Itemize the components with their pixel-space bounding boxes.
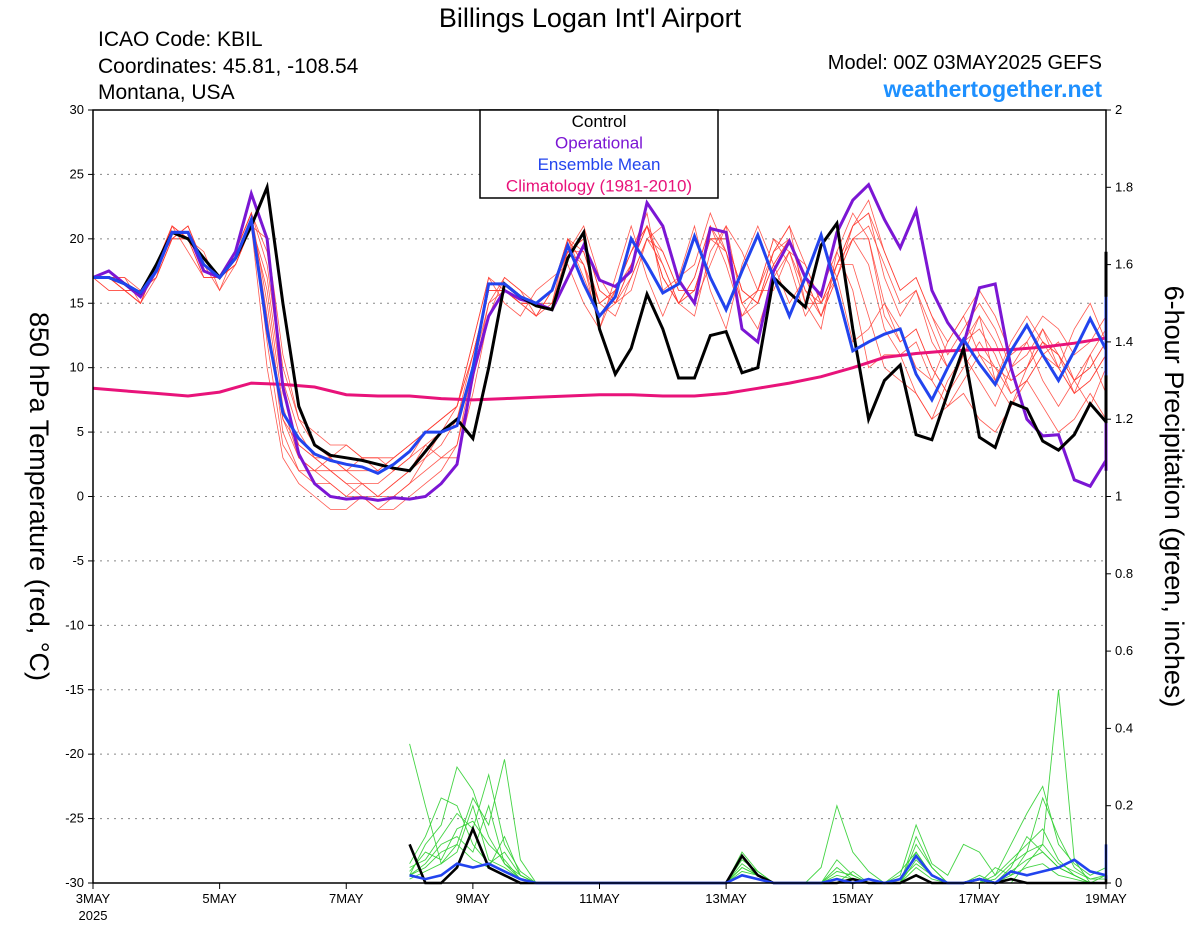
xtick-label-2: 7MAY xyxy=(329,891,364,906)
precip-member-lines xyxy=(409,110,1106,883)
icao-label: ICAO Code: KBIL xyxy=(98,28,263,51)
legend-mean: Ensemble Mean xyxy=(538,155,661,174)
precip-member-m3 xyxy=(409,110,1106,883)
control-line xyxy=(93,181,1108,473)
xtick-label-8: 19MAY xyxy=(1085,891,1127,906)
ytick-left-label--10: -10 xyxy=(65,617,84,632)
temp-member-m9 xyxy=(93,211,1106,485)
ytick-right-label-10: 2 xyxy=(1115,102,1122,117)
ytick-left-label-25: 25 xyxy=(70,166,84,181)
temp-member-m10 xyxy=(93,224,1106,472)
ytick-left-label-0: 0 xyxy=(77,489,84,504)
ytick-right-label-3: 0.6 xyxy=(1115,643,1133,658)
ytick-right-label-0: 0 xyxy=(1115,875,1122,890)
xtick-label-4: 11MAY xyxy=(579,891,620,906)
ytick-right-label-9: 1.8 xyxy=(1115,179,1133,194)
precip-member-m1 xyxy=(409,566,1106,883)
xtick-label-3: 9MAY xyxy=(456,891,491,906)
xtick-label-5: 13MAY xyxy=(705,891,747,906)
ytick-left-label--5: -5 xyxy=(72,553,84,568)
precip-member-m8 xyxy=(409,804,1106,883)
grid xyxy=(93,173,1106,820)
ytick-right-label-6: 1.2 xyxy=(1115,411,1133,426)
ytick-left-label-15: 15 xyxy=(70,295,84,310)
site-label: weathertogether.net xyxy=(883,76,1102,102)
legend-climatology: Climatology (1981-2010) xyxy=(506,177,692,196)
model-label: Model: 00Z 03MAY2025 GEFS xyxy=(827,52,1102,74)
ytick-left-label-20: 20 xyxy=(70,231,84,246)
precip-member-m6 xyxy=(409,820,1106,883)
xtick-label-1: 5MAY xyxy=(202,891,237,906)
xtick-label-7: 17MAY xyxy=(959,891,1001,906)
ytick-left-label-10: 10 xyxy=(70,360,84,375)
legend: Control Operational Ensemble Mean Climatolo… xyxy=(479,109,719,199)
y-right-axis-title: 6-hour Precipitation (green, inches) xyxy=(1159,286,1189,708)
precip-member-m2 xyxy=(409,728,1106,883)
y-left-axis-title: 850 hPa Temperature (red, °C) xyxy=(24,312,54,681)
ytick-left-label--15: -15 xyxy=(65,682,84,697)
ytick-left-label-5: 5 xyxy=(77,424,84,439)
ytick-right-label-1: 0.2 xyxy=(1115,798,1133,813)
temp-member-m4 xyxy=(93,199,1106,497)
climatology-line xyxy=(92,336,1108,402)
ytick-left-label--25: -25 xyxy=(65,811,84,826)
ytick-right-label-7: 1.4 xyxy=(1115,334,1133,349)
xtick-label-6: 15MAY xyxy=(832,891,874,906)
temp-member-m3 xyxy=(93,211,1106,472)
ytick-right-label-8: 1.6 xyxy=(1115,257,1133,272)
chart-title: Billings Logan Int'l Airport xyxy=(438,3,742,33)
ytick-right-label-4: 0.8 xyxy=(1115,566,1133,581)
temp-member-m1 xyxy=(93,211,1106,510)
xtick-label-0: 3MAY xyxy=(76,891,111,906)
ensemble-mean-line xyxy=(93,213,1108,475)
temp-member-m8 xyxy=(93,212,1106,459)
coordinates-label: Coordinates: 45.81, -108.54 xyxy=(98,55,359,78)
ytick-right-label-5: 1 xyxy=(1115,489,1122,504)
ytick-left-label--30: -30 xyxy=(65,875,84,890)
legend-control: Control xyxy=(572,112,627,131)
temp-member-m6 xyxy=(93,224,1106,472)
state-label: Montana, USA xyxy=(98,81,235,104)
xaxis-year-label: 2025 xyxy=(79,908,108,923)
ytick-left-label--20: -20 xyxy=(65,746,84,761)
precip-member-m4 xyxy=(409,643,1106,883)
axes: 30 25 20 15 10 5 0 -5 -10 -15 -20 -25 -30 0 0.2 0.4 0.6 0… xyxy=(24,102,1189,923)
ytick-left-label-30: 30 xyxy=(70,102,84,117)
ytick-right-label-2: 0.4 xyxy=(1115,720,1133,735)
legend-box xyxy=(479,109,719,199)
legend-operational: Operational xyxy=(555,134,643,153)
